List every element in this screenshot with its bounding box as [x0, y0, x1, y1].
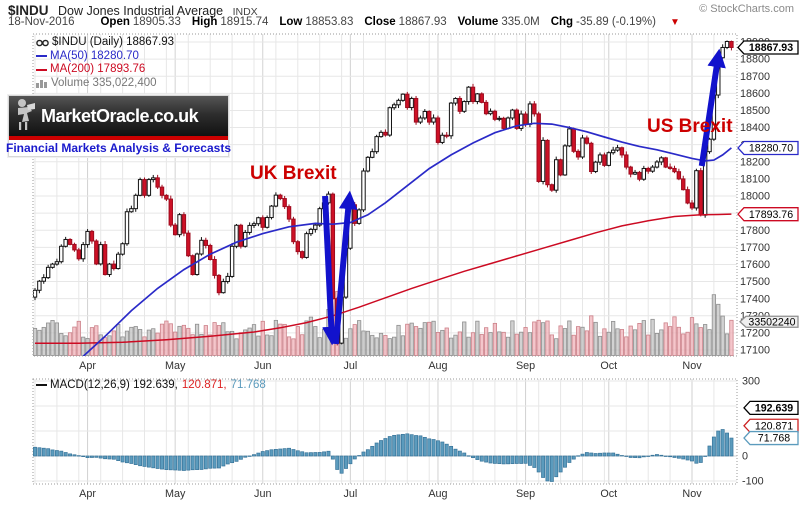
macd-histogram — [33, 429, 734, 482]
axis-tag — [739, 315, 799, 328]
chart-legend: $INDU (Daily) 18867.93 MA(50) 18280.70 M… — [36, 36, 174, 90]
legend-volume-label: Volume 335,022,400 — [51, 76, 157, 89]
legend-symbol-label: $INDU (Daily) 18867.93 — [52, 36, 175, 48]
quote-open: Open 18905.33 — [100, 16, 181, 28]
logo-tagline-bar: Financial Markets Analysis & Forecasts — [6, 140, 231, 156]
quote-low: Low 18853.83 — [279, 16, 354, 28]
quote-fields: Open 18905.33 High 18915.74 Low 18853.83 Close… — [100, 16, 666, 28]
svg-text:18200: 18200 — [740, 156, 770, 168]
ticker-exchange: INDX — [232, 6, 258, 18]
legend-symbol-row: $INDU (Daily) 18867.93 — [36, 36, 174, 50]
axis-tag — [743, 418, 799, 433]
stockcharts-copyright-link[interactable]: © StockCharts.com — [699, 3, 794, 15]
svg-text:Nov: Nov — [682, 488, 702, 500]
svg-text:Sep: Sep — [516, 360, 535, 372]
svg-text:Apr: Apr — [79, 488, 96, 500]
axis-tag — [737, 40, 799, 55]
svg-text:Jul: Jul — [343, 360, 357, 372]
tag-label: 120.871 — [755, 420, 793, 432]
svg-text:Oct: Oct — [600, 360, 617, 372]
tag-label: 33502240 — [748, 316, 795, 328]
chart-title: $INDU Dow Jones Industrial Average INDX — [8, 2, 258, 20]
svg-text:-100: -100 — [742, 476, 764, 488]
svg-text:Nov: Nov — [682, 360, 702, 372]
quote-close: Close 18867.93 — [364, 16, 447, 28]
ticker-name: Dow Jones Industrial Average — [57, 4, 224, 18]
legend-ma200-label: MA(200) 17893.76 — [50, 63, 146, 75]
axis-tag — [737, 207, 799, 222]
axis-tag — [737, 140, 799, 156]
svg-text:18500: 18500 — [740, 105, 770, 117]
svg-text:17600: 17600 — [740, 259, 770, 271]
svg-text:17400: 17400 — [740, 293, 770, 305]
svg-text:Jun: Jun — [254, 360, 271, 372]
svg-text:May: May — [165, 488, 186, 500]
svg-text:Sep: Sep — [516, 488, 535, 500]
tag-label: 18867.93 — [749, 42, 793, 54]
macd-legend: MACD(12,26,9) 192.639, 120.871, 71.768 — [36, 379, 266, 391]
legend-ma50-label: MA(50) 18280.70 — [50, 49, 139, 62]
tag-label: 17893.76 — [749, 209, 793, 221]
svg-text:Oct: Oct — [600, 488, 617, 500]
axis-tag — [743, 430, 799, 446]
svg-text:17200: 17200 — [740, 327, 770, 339]
volume-bars — [33, 291, 734, 356]
glasses-icon — [36, 38, 49, 47]
legend-volume-row: Volume 335,022,400 — [36, 77, 174, 91]
svg-text:Aug: Aug — [428, 360, 447, 372]
svg-text:May: May — [165, 360, 186, 372]
legend-ma50-row: MA(50) 18280.70 — [36, 50, 174, 64]
svg-text:17700: 17700 — [740, 242, 770, 254]
svg-text:300: 300 — [742, 376, 760, 388]
svg-text:18600: 18600 — [740, 88, 770, 100]
tag-label: 18280.70 — [749, 143, 793, 155]
svg-text:Jul: Jul — [343, 488, 357, 500]
svg-text:Jun: Jun — [254, 488, 271, 500]
quote-high: High 18915.74 — [191, 16, 269, 28]
candlesticks — [33, 40, 734, 346]
svg-text:18400: 18400 — [740, 122, 770, 134]
uk-brexit-annotation: UK Brexit — [250, 163, 337, 184]
macd-legend-main: MACD(12,26,9) 192.639, — [50, 379, 178, 391]
svg-text:Apr: Apr — [79, 360, 96, 372]
svg-text:18100: 18100 — [740, 173, 770, 185]
svg-text:Aug: Aug — [428, 488, 447, 500]
tag-label: 192.639 — [755, 402, 793, 414]
marketoracle-banner: MarketOracle.co.uk — [9, 96, 228, 136]
quote-volume: Volume 335.0M — [457, 16, 540, 28]
macd-legend-hist: 71.768 — [230, 379, 266, 391]
svg-text:18000: 18000 — [740, 191, 770, 203]
svg-text:18800: 18800 — [740, 54, 770, 66]
macd-legend-signal: 120.871, — [181, 379, 227, 391]
macd-line-icon — [36, 384, 47, 386]
svg-text:17100: 17100 — [740, 345, 770, 357]
quote-date: 18-Nov-2016 — [8, 16, 75, 28]
svg-text:18700: 18700 — [740, 71, 770, 83]
ma200-line-icon — [36, 68, 47, 71]
marketoracle-title: MarketOracle.co.uk — [41, 105, 199, 126]
marketoracle-tagline: Financial Markets Analysis & Forecasts — [6, 141, 231, 155]
change-down-icon: ▼ — [669, 17, 680, 28]
legend-ma200-row: MA(200) 17893.76 — [36, 63, 174, 77]
ma50-line-icon — [36, 55, 47, 58]
us-brexit-annotation: US Brexit — [647, 116, 733, 137]
axis-tag — [743, 400, 799, 415]
svg-text:17500: 17500 — [740, 276, 770, 288]
svg-text:17800: 17800 — [740, 225, 770, 237]
svg-text:0: 0 — [742, 451, 748, 463]
tag-label: 71.768 — [758, 433, 791, 445]
logo-red-divider — [9, 136, 228, 140]
ticker-symbol: $INDU — [8, 3, 49, 18]
quote-chg: Chg -35.89 (-0.19%) — [550, 16, 656, 28]
quote-bar: 18-Nov-2016 Open 18905.33 High 18915.74 Low 1… — [8, 16, 680, 28]
marketoracle-logo[interactable]: MarketOracle.co.uk Financial Markets Ana… — [6, 95, 231, 157]
volume-bars-icon — [36, 79, 48, 88]
oracle-figure-icon — [13, 97, 39, 136]
